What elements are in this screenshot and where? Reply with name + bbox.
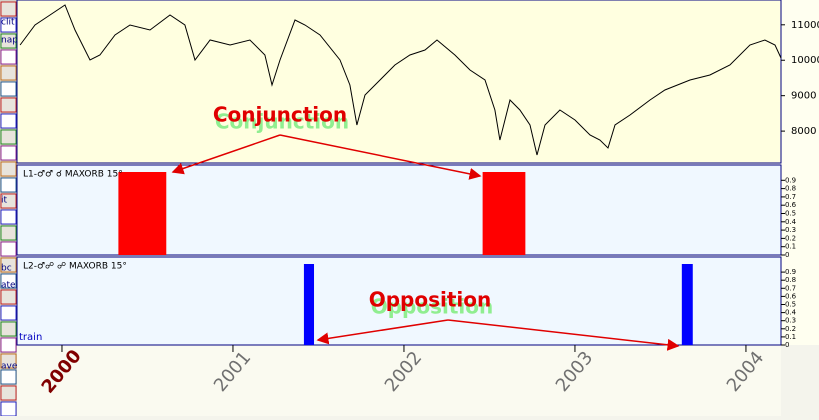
y-tick-label: 0.3 bbox=[785, 226, 796, 234]
tool-icon bbox=[0, 129, 17, 145]
y-tick-label: 0.9 bbox=[785, 268, 796, 276]
tool-label: bc bbox=[1, 264, 12, 274]
aspect-bar bbox=[118, 172, 167, 255]
tool-icon bbox=[0, 193, 17, 209]
tool-icon bbox=[0, 49, 17, 65]
tool-icon bbox=[0, 177, 17, 193]
arrow bbox=[447, 319, 680, 351]
tool-icon bbox=[0, 1, 17, 17]
panel bbox=[16, 0, 782, 164]
value-axis-area bbox=[781, 0, 819, 345]
panel-title: L2-♂☍ ☍ MAXORB 15° bbox=[23, 262, 127, 272]
y-tick-label: 0.9 bbox=[785, 176, 796, 184]
annotation-shadow: Conjunction bbox=[215, 110, 349, 134]
tool-icon bbox=[0, 97, 17, 113]
tool-label: ave bbox=[1, 362, 18, 372]
panel-title: L1-♂♂ ☌ MAXORB 15° bbox=[23, 170, 123, 180]
y-tick-label: 0.5 bbox=[785, 210, 796, 218]
aspect-bar bbox=[303, 264, 315, 345]
y-tick-label: 0 bbox=[785, 341, 789, 349]
tool-icon bbox=[0, 17, 17, 33]
y-tick-label: 0.8 bbox=[785, 185, 796, 193]
y-tick-label: 0 bbox=[785, 251, 789, 259]
y-tick-label: 0.8 bbox=[785, 276, 796, 284]
y-tick-label: 8000 bbox=[791, 126, 816, 137]
tool-icon bbox=[0, 273, 17, 289]
tool-icon bbox=[0, 337, 17, 353]
y-tick-label: 9000 bbox=[791, 91, 816, 102]
tool-label: it bbox=[1, 196, 8, 206]
tool-icon bbox=[0, 321, 17, 337]
y-tick-label: 0.2 bbox=[785, 234, 796, 242]
tool-icon bbox=[0, 113, 17, 129]
tool-icon bbox=[0, 145, 17, 161]
time-axis-area bbox=[17, 345, 781, 416]
tool-label: clit bbox=[1, 18, 15, 28]
panel-note: train bbox=[19, 332, 42, 343]
tool-label: nap bbox=[1, 36, 18, 46]
tool-icon bbox=[0, 385, 17, 401]
y-tick-label: 0.6 bbox=[785, 292, 797, 300]
y-tick-label: 0.7 bbox=[785, 193, 796, 201]
arrow bbox=[279, 134, 482, 180]
tool-icon bbox=[0, 289, 17, 305]
tool-label: ate bbox=[1, 281, 16, 291]
annotation-shadow: Opposition bbox=[371, 295, 494, 319]
tool-icon bbox=[0, 33, 17, 49]
y-tick-label: 0.3 bbox=[785, 317, 796, 325]
y-tick-label: 11000 bbox=[791, 20, 819, 31]
annotation: Conjunction bbox=[213, 103, 347, 127]
tool-icon bbox=[0, 161, 17, 177]
tool-icon bbox=[0, 353, 17, 369]
aspect-bar bbox=[681, 264, 693, 345]
tool-icon bbox=[0, 369, 17, 385]
tool-icon bbox=[0, 257, 17, 273]
tool-icon bbox=[0, 241, 17, 257]
y-tick-label: 0.2 bbox=[785, 325, 796, 333]
annotation: Opposition bbox=[369, 288, 492, 312]
tool-icon bbox=[0, 305, 17, 321]
y-tick-label: 0.4 bbox=[785, 218, 797, 226]
annotation-arrows bbox=[171, 134, 680, 351]
y-tick-label: 0.6 bbox=[785, 201, 797, 209]
arrow bbox=[171, 134, 281, 175]
y-tick-label: 0.4 bbox=[785, 309, 797, 317]
aspect-bar bbox=[482, 172, 526, 255]
tool-icon bbox=[0, 81, 17, 97]
y-tick-label: 0.7 bbox=[785, 284, 796, 292]
tool-icon bbox=[0, 225, 17, 241]
y-tick-label: 0.5 bbox=[785, 301, 796, 309]
tool-icon bbox=[0, 209, 17, 225]
tool-icon bbox=[0, 65, 17, 81]
price-line bbox=[19, 4, 782, 156]
panel bbox=[16, 256, 782, 346]
y-tick-label: 10000 bbox=[791, 55, 819, 66]
y-tick-label: 0.1 bbox=[785, 243, 796, 251]
arrow bbox=[316, 319, 449, 345]
tool-icon bbox=[0, 401, 17, 417]
y-tick-label: 0.1 bbox=[785, 333, 796, 341]
